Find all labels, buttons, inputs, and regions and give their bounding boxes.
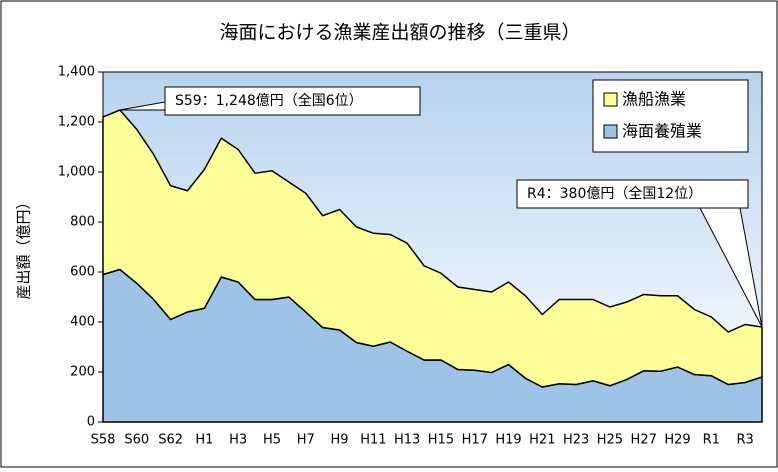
y-tick-label: 400 [70,315,95,330]
x-tick-label: S62 [158,433,183,448]
area [102,109,763,388]
x-tick-label: H17 [462,433,488,448]
chart-title: 海面における漁業産出額の推移（三重県） [219,22,580,44]
y-tick-label: 600 [70,265,95,280]
y-tick-label: 200 [70,365,95,380]
x-tick-label: S58 [91,433,116,448]
y-tick-label: 1,400 [58,65,95,80]
x-tick-label: S60 [124,433,149,448]
x-tick-label: H25 [597,433,623,448]
x-tick-label: H13 [394,433,420,448]
x-tick-label: H23 [563,433,589,448]
y-axis-label: 産出額（億円） [15,194,33,299]
legend-swatch [603,124,618,139]
legend-swatch [603,92,618,107]
y-tick-label: 1,200 [58,115,95,130]
legend-label: 海面養殖業 [622,122,702,141]
annotation: R4：380億円（全国12位） [527,185,702,202]
annotation: S59：1,248億円（全国6位） [175,92,363,109]
x-tick-label: H5 [263,433,281,448]
x-tick-label: H15 [428,433,454,448]
callout-box [516,179,749,209]
x-tick-label: H7 [297,433,315,448]
x-tick-label: H21 [529,433,555,448]
legend [592,79,749,153]
x-tick-label: H3 [229,433,247,448]
x-tick-label: H19 [495,433,521,448]
x-tick-label: R3 [736,433,753,448]
callout-box [164,86,421,116]
x-tick-label: H11 [360,433,386,448]
y-tick-label: 800 [70,215,95,230]
x-tick-label: H27 [631,433,657,448]
legend-label: 漁船漁業 [622,90,686,109]
x-tick-label: H9 [331,433,349,448]
x-tick-label: H1 [195,433,213,448]
y-tick-label: 1,000 [58,165,95,180]
y-tick-label: 0 [87,415,95,430]
x-tick-label: R1 [703,433,720,448]
x-tick-label: H29 [664,433,690,448]
